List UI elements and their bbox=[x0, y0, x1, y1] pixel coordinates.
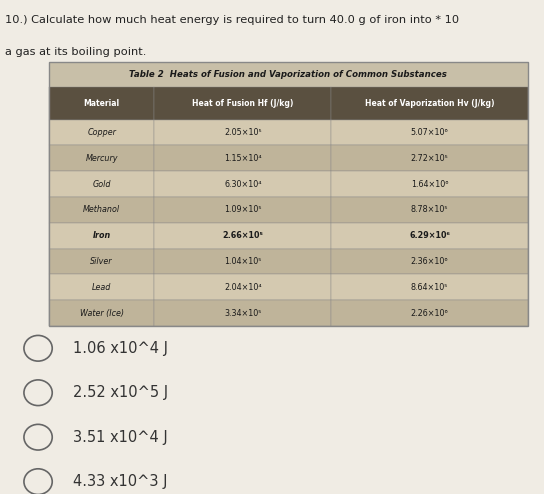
FancyBboxPatch shape bbox=[154, 223, 331, 248]
FancyBboxPatch shape bbox=[331, 223, 528, 248]
Text: 1.64×10⁶: 1.64×10⁶ bbox=[411, 180, 448, 189]
Text: 8.64×10⁵: 8.64×10⁵ bbox=[411, 283, 448, 292]
Text: 6.30×10⁴: 6.30×10⁴ bbox=[224, 180, 262, 189]
Text: 6.29×10⁶: 6.29×10⁶ bbox=[409, 231, 450, 240]
Text: Heat of Vaporization Hv (J/kg): Heat of Vaporization Hv (J/kg) bbox=[365, 99, 494, 108]
Text: 1.06 x10^4 J: 1.06 x10^4 J bbox=[73, 341, 169, 356]
FancyBboxPatch shape bbox=[331, 197, 528, 223]
Text: 1.15×10⁴: 1.15×10⁴ bbox=[224, 154, 262, 163]
FancyBboxPatch shape bbox=[331, 145, 528, 171]
Text: Gold: Gold bbox=[92, 180, 111, 189]
Text: 2.04×10⁴: 2.04×10⁴ bbox=[224, 283, 262, 292]
FancyBboxPatch shape bbox=[331, 300, 528, 326]
FancyBboxPatch shape bbox=[49, 120, 154, 145]
Text: 2.36×10⁶: 2.36×10⁶ bbox=[411, 257, 448, 266]
Text: Heat of Fusion Hf (J/kg): Heat of Fusion Hf (J/kg) bbox=[192, 99, 294, 108]
FancyBboxPatch shape bbox=[154, 197, 331, 223]
Text: Methanol: Methanol bbox=[83, 206, 120, 214]
FancyBboxPatch shape bbox=[49, 171, 154, 197]
Text: 2.72×10⁵: 2.72×10⁵ bbox=[411, 154, 448, 163]
Text: a gas at its boiling point.: a gas at its boiling point. bbox=[5, 47, 147, 57]
FancyBboxPatch shape bbox=[49, 197, 154, 223]
FancyBboxPatch shape bbox=[331, 275, 528, 300]
FancyBboxPatch shape bbox=[49, 145, 154, 171]
FancyBboxPatch shape bbox=[49, 275, 154, 300]
Text: 4.33 x10^3 J: 4.33 x10^3 J bbox=[73, 474, 168, 489]
FancyBboxPatch shape bbox=[331, 87, 528, 120]
Text: 3.51 x10^4 J: 3.51 x10^4 J bbox=[73, 430, 168, 445]
Text: Silver: Silver bbox=[90, 257, 113, 266]
FancyBboxPatch shape bbox=[154, 248, 331, 275]
Text: 1.09×10⁵: 1.09×10⁵ bbox=[224, 206, 262, 214]
Text: 5.07×10⁶: 5.07×10⁶ bbox=[411, 128, 448, 137]
FancyBboxPatch shape bbox=[154, 300, 331, 326]
Text: 2.66×10⁵: 2.66×10⁵ bbox=[222, 231, 263, 240]
Text: Table 2  Heats of Fusion and Vaporization of Common Substances: Table 2 Heats of Fusion and Vaporization… bbox=[129, 70, 447, 79]
FancyBboxPatch shape bbox=[154, 171, 331, 197]
Text: 1.04×10⁵: 1.04×10⁵ bbox=[224, 257, 262, 266]
FancyBboxPatch shape bbox=[49, 300, 154, 326]
Text: Iron: Iron bbox=[92, 231, 111, 240]
FancyBboxPatch shape bbox=[331, 248, 528, 275]
Text: 2.52 x10^5 J: 2.52 x10^5 J bbox=[73, 385, 169, 400]
Text: 2.26×10⁶: 2.26×10⁶ bbox=[411, 309, 448, 318]
Text: 2.05×10⁵: 2.05×10⁵ bbox=[224, 128, 262, 137]
Text: 10.) Calculate how much heat energy is required to turn 40.0 g of iron into * 10: 10.) Calculate how much heat energy is r… bbox=[5, 15, 460, 25]
FancyBboxPatch shape bbox=[49, 62, 528, 87]
Text: Material: Material bbox=[84, 99, 120, 108]
Text: Mercury: Mercury bbox=[85, 154, 118, 163]
Text: 3.34×10⁵: 3.34×10⁵ bbox=[224, 309, 262, 318]
FancyBboxPatch shape bbox=[49, 87, 154, 120]
FancyBboxPatch shape bbox=[49, 248, 154, 275]
FancyBboxPatch shape bbox=[154, 275, 331, 300]
FancyBboxPatch shape bbox=[154, 120, 331, 145]
FancyBboxPatch shape bbox=[49, 223, 154, 248]
Text: Copper: Copper bbox=[87, 128, 116, 137]
FancyBboxPatch shape bbox=[331, 171, 528, 197]
Text: Lead: Lead bbox=[92, 283, 112, 292]
Text: 8.78×10⁵: 8.78×10⁵ bbox=[411, 206, 448, 214]
FancyBboxPatch shape bbox=[154, 145, 331, 171]
FancyBboxPatch shape bbox=[331, 120, 528, 145]
FancyBboxPatch shape bbox=[154, 87, 331, 120]
Text: Water (Ice): Water (Ice) bbox=[79, 309, 123, 318]
